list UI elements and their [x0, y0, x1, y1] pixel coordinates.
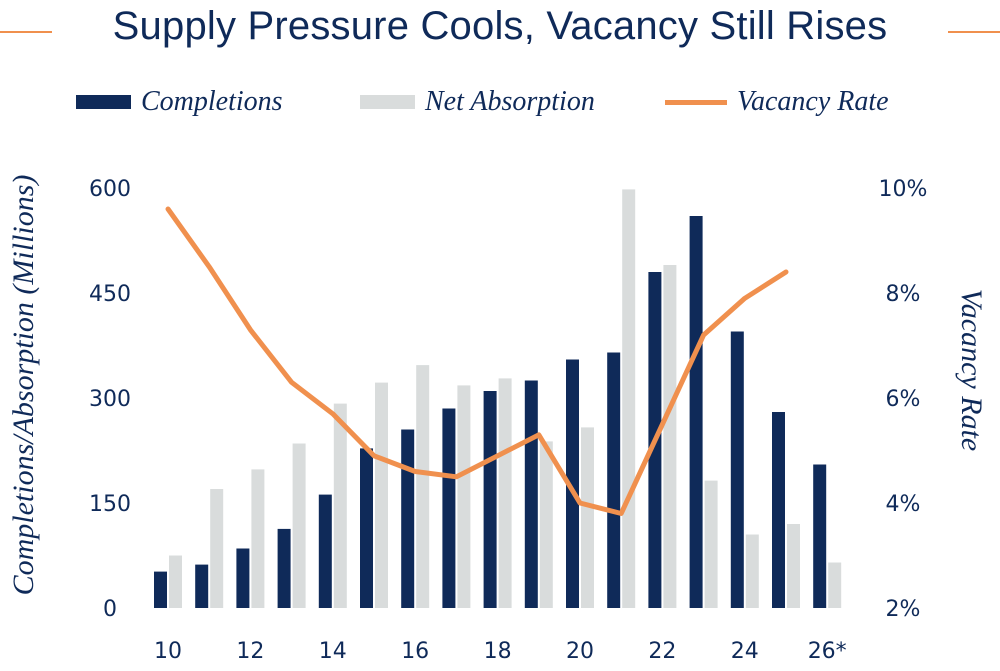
- y-tick-label: 300: [89, 387, 131, 412]
- bar-completions-0: [154, 571, 167, 608]
- x-tick-label: 18: [484, 639, 512, 664]
- bar-completions-9: [524, 380, 538, 608]
- legend-label-completions: Completions: [141, 86, 283, 117]
- bar-completions-11: [607, 352, 621, 608]
- bar-net-absorption-0: [169, 555, 182, 608]
- title-rule-right: [948, 31, 1000, 33]
- x-tick-label: 24: [731, 639, 759, 664]
- bar-completions-1: [195, 564, 209, 608]
- bar-net-absorption-10: [581, 427, 594, 608]
- bar-net-absorption-9: [539, 441, 553, 608]
- legend-item-net-absorption: Net Absorption: [360, 82, 595, 122]
- bar-completions-15: [772, 412, 785, 608]
- bar-net-absorption-14: [745, 534, 759, 608]
- bar-completions-3: [277, 528, 291, 608]
- y2-tick-label: 2%: [886, 597, 921, 622]
- y-tick-label: 0: [103, 597, 117, 622]
- y2-tick-label: 6%: [886, 387, 921, 412]
- x-tick-label: 20: [566, 639, 594, 664]
- y-tick-label: 450: [89, 282, 131, 307]
- x-tick-label: 14: [319, 639, 347, 664]
- legend-swatch-completions: [76, 95, 131, 109]
- vacancy-rate-line: [165, 206, 789, 516]
- legend-label-vacancy-rate: Vacancy Rate: [737, 86, 889, 117]
- y2-tick-label: 8%: [886, 282, 921, 307]
- x-tick-label: 26*: [808, 639, 847, 664]
- chart-title: Supply Pressure Cools, Vacancy Still Ris…: [112, 4, 888, 48]
- legend-item-completions: Completions: [76, 82, 283, 122]
- x-tick-label: 16: [401, 639, 429, 664]
- x-tick-label: 12: [236, 639, 264, 664]
- bar-net-absorption-16: [828, 562, 842, 608]
- bar-completions-5: [360, 448, 373, 608]
- bar-net-absorption-5: [375, 382, 388, 608]
- y-tick-label: 150: [89, 492, 131, 517]
- right-axis-ticks: 2% 4% 6% 8% 10%: [879, 177, 928, 622]
- y2-axis-title: Vacancy Rate: [955, 289, 988, 451]
- y2-tick-label: 10%: [879, 177, 928, 202]
- legend-item-vacancy-rate: Vacancy Rate: [665, 82, 889, 122]
- y-tick-label: 600: [89, 177, 131, 202]
- bar-net-absorption-4: [333, 403, 347, 608]
- y-axis-title: Completions/Absorption (Millions): [7, 175, 40, 596]
- bar-net-absorption-1: [210, 489, 224, 608]
- title-area: Supply Pressure Cools, Vacancy Still Ris…: [0, 0, 1000, 60]
- bar-net-absorption-7: [457, 385, 471, 608]
- bar-net-absorption-3: [292, 443, 306, 608]
- bar-net-absorption-2: [251, 469, 265, 608]
- bar-completions-10: [566, 359, 579, 608]
- x-axis-ticks: 10 12 14 16 18 20 22 24 26*: [154, 639, 847, 664]
- bars-group: [154, 189, 842, 608]
- legend: Completions Net Absorption Vacancy Rate: [0, 82, 1000, 122]
- legend-swatch-net-absorption: [360, 95, 415, 109]
- x-tick-label: 22: [648, 639, 676, 664]
- line-group: [165, 206, 789, 516]
- title-rule-left: [0, 31, 52, 33]
- legend-label-net-absorption: Net Absorption: [425, 86, 595, 117]
- bar-completions-16: [813, 464, 827, 608]
- bar-net-absorption-12: [663, 265, 677, 608]
- bar-net-absorption-8: [498, 378, 512, 608]
- bar-completions-13: [689, 216, 703, 608]
- bar-net-absorption-6: [416, 365, 430, 608]
- bar-completions-14: [730, 331, 744, 608]
- bar-completions-2: [236, 548, 250, 608]
- bar-completions-7: [442, 408, 456, 608]
- bar-completions-4: [318, 494, 332, 608]
- legend-swatch-vacancy-rate: [665, 99, 727, 105]
- bar-net-absorption-11: [622, 189, 636, 608]
- bar-net-absorption-13: [704, 480, 718, 608]
- bar-completions-8: [483, 391, 497, 608]
- x-tick-label: 10: [154, 639, 182, 664]
- y2-tick-label: 4%: [886, 492, 921, 517]
- bar-completions-6: [401, 429, 415, 608]
- bar-net-absorption-15: [787, 524, 800, 608]
- left-axis-ticks: 0 150 300 450 600: [89, 177, 131, 622]
